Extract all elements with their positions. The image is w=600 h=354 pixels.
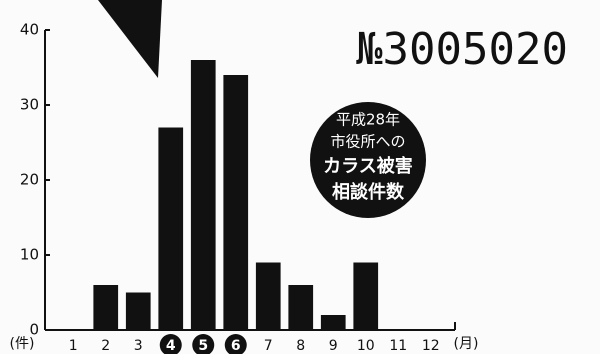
x-tick-label: 6 (231, 338, 241, 354)
bar (223, 75, 249, 330)
annotation-line: 市役所への (330, 133, 405, 151)
highlight-circle (224, 334, 247, 354)
y-tick-label: 20 (20, 171, 39, 189)
x-tick-label: 7 (264, 338, 273, 354)
x-tick-label: 3 (134, 338, 143, 354)
x-tick-label: 9 (329, 338, 338, 354)
x-tick-label: 4 (166, 338, 176, 354)
x-tick-label: 11 (389, 338, 407, 354)
y-tick-label: 30 (20, 96, 39, 114)
bar (353, 262, 379, 330)
highlight-circle (192, 334, 215, 354)
y-unit: (件) (10, 336, 35, 352)
decor-wedge (98, 0, 162, 78)
bar (190, 60, 216, 330)
annotation-line: 相談件数 (332, 181, 405, 203)
x-tick-label: 12 (422, 338, 440, 354)
stamp: №3005020 (356, 24, 568, 75)
annotation-bubble (310, 102, 426, 218)
y-tick-label: 0 (29, 321, 39, 339)
bar (320, 315, 346, 330)
x-tick-label: 8 (296, 338, 305, 354)
x-tick-label: 2 (101, 338, 110, 354)
x-tick-label: 5 (198, 338, 208, 354)
y-tick-label: 40 (20, 21, 39, 39)
highlight-circle (159, 334, 182, 354)
bar (288, 285, 314, 330)
annotation-line: 平成28年 (336, 111, 400, 129)
bar (158, 127, 184, 330)
annotation-line: カラス被害 (323, 155, 413, 177)
bar (125, 292, 151, 330)
x-tick-label: 1 (69, 338, 78, 354)
y-tick-label: 10 (20, 246, 39, 264)
x-unit: (月) (454, 336, 479, 352)
bar (255, 262, 281, 330)
bar (93, 285, 119, 330)
x-tick-label: 10 (357, 338, 375, 354)
